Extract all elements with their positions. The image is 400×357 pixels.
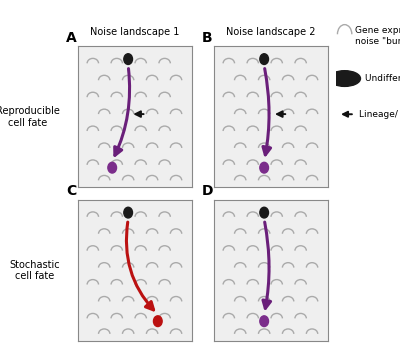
Text: B: B bbox=[202, 31, 213, 45]
Circle shape bbox=[260, 54, 268, 65]
Circle shape bbox=[108, 162, 116, 173]
Text: C: C bbox=[66, 184, 76, 198]
Text: A: A bbox=[66, 31, 77, 45]
Circle shape bbox=[329, 71, 360, 86]
Circle shape bbox=[260, 162, 268, 173]
Text: Gene expression
noise "bumps": Gene expression noise "bumps" bbox=[356, 26, 400, 46]
Circle shape bbox=[260, 207, 268, 218]
Circle shape bbox=[124, 54, 132, 65]
Text: Noise landscape 1: Noise landscape 1 bbox=[90, 27, 180, 37]
Text: Undifferentiated cell: Undifferentiated cell bbox=[365, 74, 400, 83]
Text: Reproducible
cell fate: Reproducible cell fate bbox=[0, 106, 60, 128]
Circle shape bbox=[260, 316, 268, 327]
Text: D: D bbox=[202, 184, 214, 198]
Text: Stochastic
cell fate: Stochastic cell fate bbox=[9, 260, 60, 281]
Circle shape bbox=[154, 316, 162, 327]
Text: Lineage/ signaling inputs: Lineage/ signaling inputs bbox=[359, 110, 400, 119]
Circle shape bbox=[124, 207, 132, 218]
Text: Noise landscape 2: Noise landscape 2 bbox=[226, 27, 316, 37]
